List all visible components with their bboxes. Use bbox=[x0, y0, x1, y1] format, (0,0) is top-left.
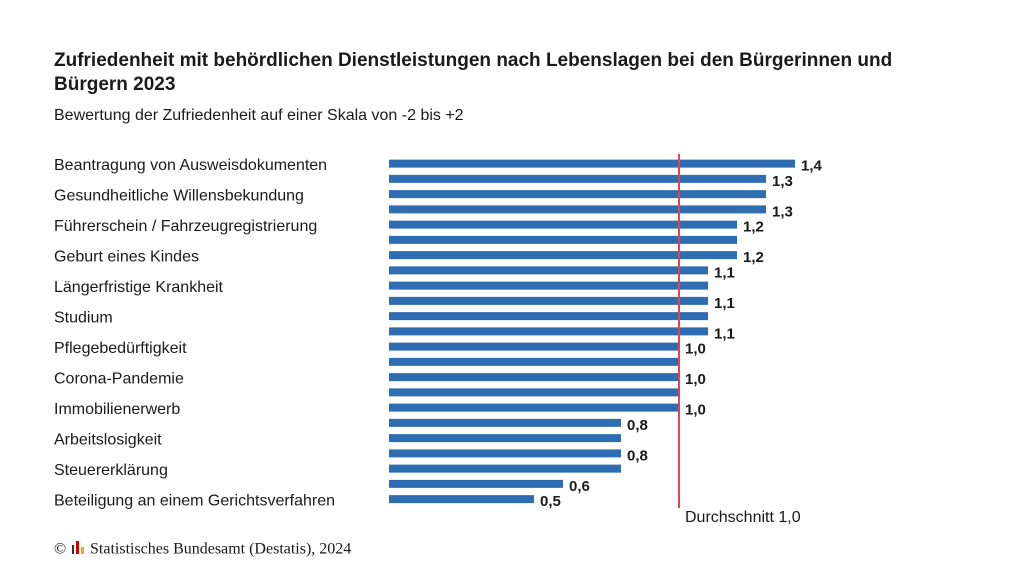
bar bbox=[389, 174, 766, 183]
bar bbox=[389, 495, 534, 504]
value-label: 1,2 bbox=[743, 219, 764, 236]
bar bbox=[389, 357, 679, 366]
category-label: Führerschein / Fahrzeugregistrierung bbox=[54, 218, 317, 235]
value-label: 1,4 bbox=[801, 158, 823, 175]
bar bbox=[389, 373, 679, 382]
category-label: Geburt eines Kindes bbox=[54, 248, 199, 265]
logo bbox=[72, 541, 84, 554]
bar bbox=[389, 190, 766, 199]
category-label: Arbeitslosigkeit bbox=[54, 431, 162, 448]
value-label: 1,0 bbox=[685, 402, 706, 419]
value-label: 1,1 bbox=[714, 295, 735, 312]
value-label: 1,1 bbox=[714, 325, 735, 342]
value-label: 1,0 bbox=[685, 341, 706, 358]
bar bbox=[389, 342, 679, 351]
bar bbox=[389, 403, 679, 412]
bar bbox=[389, 266, 708, 275]
value-label: 0,5 bbox=[540, 493, 561, 510]
bar bbox=[389, 464, 621, 473]
chart-title: Zufriedenheit mit behördlichen Dienstlei… bbox=[54, 50, 892, 95]
bar bbox=[389, 312, 708, 321]
value-label: 0,8 bbox=[627, 417, 648, 434]
bar bbox=[389, 296, 708, 305]
category-label: Beantragung von Ausweisdokumenten bbox=[54, 157, 327, 174]
value-label: 1,1 bbox=[714, 264, 735, 281]
value-label: 0,6 bbox=[569, 478, 590, 495]
value-label: 1,3 bbox=[772, 173, 793, 190]
value-label: 1,3 bbox=[772, 203, 793, 220]
bar bbox=[389, 479, 563, 488]
bar bbox=[389, 449, 621, 458]
bar bbox=[389, 220, 737, 229]
source: Statistisches Bundesamt (Destatis), 2024 bbox=[90, 541, 351, 558]
category-label: Studium bbox=[54, 309, 113, 326]
category-label: Corona-Pandemie bbox=[54, 370, 184, 387]
category-label: Gesundheitliche Willensbekundung bbox=[54, 187, 304, 204]
category-label: Immobilienerwerb bbox=[54, 401, 180, 418]
bar bbox=[389, 251, 737, 260]
bar bbox=[389, 418, 621, 427]
bar bbox=[389, 327, 708, 336]
category-label: Pflegebedürftigkeit bbox=[54, 340, 187, 357]
category-label: Steuererklärung bbox=[54, 462, 168, 479]
bar bbox=[389, 281, 708, 290]
bar bbox=[389, 434, 621, 443]
category-label: Beteiligung an einem Gerichtsverfahren bbox=[54, 492, 335, 509]
value-label: 0,8 bbox=[627, 447, 648, 464]
bar bbox=[389, 235, 737, 244]
bar bbox=[389, 205, 766, 214]
average-label: Durchschnitt 1,0 bbox=[685, 509, 801, 526]
bar bbox=[389, 388, 679, 397]
copyright: © bbox=[54, 541, 66, 558]
chart-subtitle: Bewertung der Zufriedenheit auf einer Sk… bbox=[54, 107, 464, 124]
value-label: 1,2 bbox=[743, 249, 764, 266]
value-label: 1,0 bbox=[685, 371, 706, 388]
category-label: Längerfristige Krankheit bbox=[54, 279, 224, 296]
bar bbox=[389, 159, 795, 168]
